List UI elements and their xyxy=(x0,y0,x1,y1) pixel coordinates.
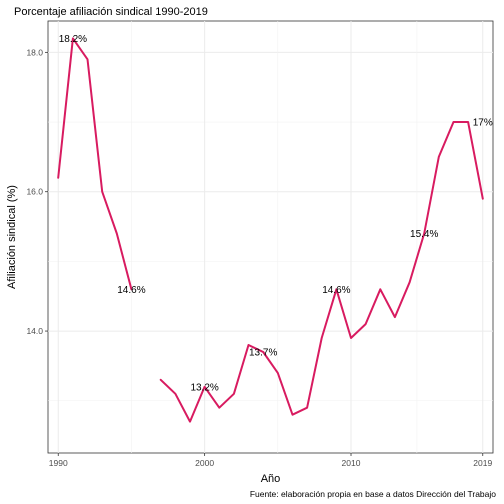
x-tick-label: 2010 xyxy=(342,458,361,468)
y-tick-label: 18.0 xyxy=(26,47,43,57)
x-axis-title: Año xyxy=(261,473,281,485)
data-label: 14.6% xyxy=(117,285,145,296)
data-label: 13.2% xyxy=(190,382,218,393)
x-axis: 1990 2000 2010 2019 xyxy=(49,453,493,468)
data-label: 17% xyxy=(473,118,493,129)
data-label: 13.7% xyxy=(249,347,277,358)
y-tick-label: 16.0 xyxy=(26,187,43,197)
y-axis: 14.0 16.0 18.0 xyxy=(26,47,48,336)
x-tick-label: 1990 xyxy=(49,458,68,468)
data-label: 14.6% xyxy=(322,285,350,296)
y-axis-title: Afiliación sindical (%) xyxy=(6,185,18,289)
chart-title: Porcentaje afiliación sindical 1990-2019 xyxy=(14,6,208,18)
y-tick-label: 14.0 xyxy=(26,326,43,336)
data-label: 15.4% xyxy=(410,229,438,240)
data-label: 18.2% xyxy=(59,34,87,45)
chart-caption: Fuente: elaboración propia en base a dat… xyxy=(250,489,496,499)
x-tick-label: 2000 xyxy=(195,458,214,468)
x-tick-label: 2019 xyxy=(473,458,492,468)
